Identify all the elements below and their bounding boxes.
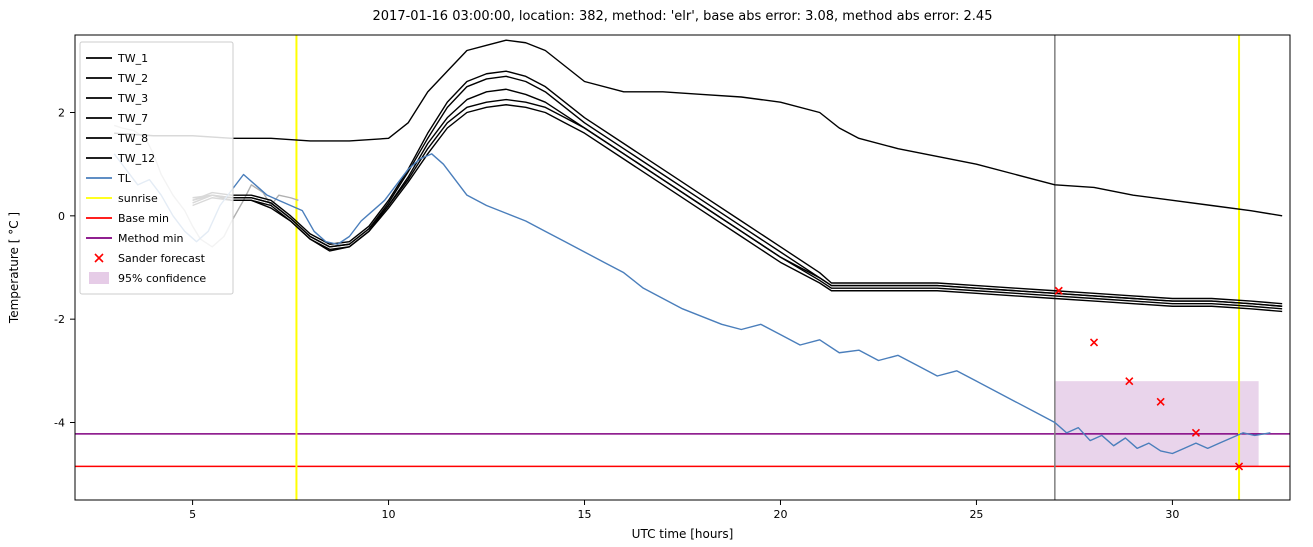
legend-label: Method min <box>118 232 184 245</box>
confidence-band <box>1055 381 1259 466</box>
legend-label: 95% confidence <box>118 272 206 285</box>
legend-label: TW_12 <box>117 152 155 165</box>
legend-label: TW_2 <box>117 72 148 85</box>
legend-label: Base min <box>118 212 169 225</box>
chart-svg: 2017-01-16 03:00:00, location: 382, meth… <box>0 0 1313 547</box>
series-TW_12 <box>193 105 1283 312</box>
legend-label: sunrise <box>118 192 158 205</box>
y-axis-label: Temperature [ °C ] <box>7 212 21 324</box>
series-TW_8 <box>193 89 1283 306</box>
series-TW_1 <box>114 40 1282 216</box>
legend-label: TL <box>117 172 132 185</box>
legend-label: TW_7 <box>117 112 148 125</box>
ytick-label: -2 <box>54 313 65 326</box>
chart-container: 2017-01-16 03:00:00, location: 382, meth… <box>0 0 1313 547</box>
plot-area <box>75 35 1290 500</box>
ytick-label: 0 <box>58 210 65 223</box>
legend-label: TW_8 <box>117 132 148 145</box>
sander-point <box>1091 339 1098 346</box>
xtick-label: 25 <box>969 508 983 521</box>
legend-label: TW_3 <box>117 92 148 105</box>
chart-title: 2017-01-16 03:00:00, location: 382, meth… <box>373 9 993 24</box>
series-TW_2 <box>193 71 1283 304</box>
legend: TW_1 TW_2 TW_3 TW_7 TW_8 TW_12 TL sunrise Base m… <box>80 42 233 294</box>
xtick-label: 30 <box>1165 508 1179 521</box>
ytick-label: 2 <box>58 107 65 120</box>
series-TW_3 <box>193 76 1283 306</box>
series-TW_7 <box>193 100 1283 309</box>
xtick-label: 15 <box>578 508 592 521</box>
legend-label: Sander forecast <box>118 252 206 265</box>
xtick-label: 5 <box>189 508 196 521</box>
ytick-label: -4 <box>54 417 65 430</box>
x-axis-label: UTC time [hours] <box>632 527 734 541</box>
legend-label: TW_1 <box>117 52 148 65</box>
xtick-label: 10 <box>382 508 396 521</box>
xtick-label: 20 <box>773 508 787 521</box>
